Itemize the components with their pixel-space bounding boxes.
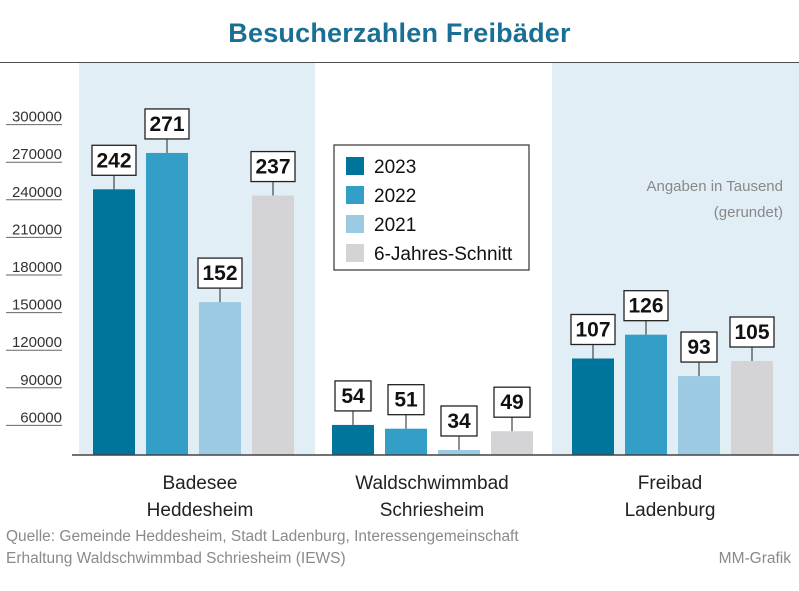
category-label: Heddesheim [147,500,254,520]
value-label-box [91,144,137,176]
y-tick-label: 210000 [12,221,62,238]
category-label: Waldschwimmbad [355,473,508,494]
value-label: 237 [255,156,290,179]
value-label-box [570,313,616,346]
legend-box [333,144,530,271]
value-label-box [334,380,372,412]
bar [332,424,374,455]
y-tick-label: 120000 [12,334,62,351]
value-label-box [680,331,718,363]
bar [572,358,614,455]
category-label: Ladenburg [625,500,716,520]
legend-label: 6-Jahres-Schnitt [374,244,513,265]
value-label-box [623,290,669,322]
category-label: Badesee [162,473,237,494]
value-label-box [197,257,243,289]
legend-label: 2021 [374,215,416,236]
value-label: 271 [149,113,184,136]
value-label-box [440,405,478,437]
bar [199,302,241,455]
legend-swatch [346,186,364,204]
value-label: 51 [394,389,418,412]
y-tick-label: 270000 [12,146,62,163]
legend-label: 2023 [374,157,416,178]
bar [146,152,188,456]
y-tick-label: 300000 [12,109,62,126]
chart-title: Besucherzahlen Freibäder [228,18,571,48]
value-label: 49 [500,391,523,414]
value-label-box [250,150,296,183]
legend-swatch [346,157,364,175]
y-tick-label: 60000 [20,409,62,426]
value-label: 242 [96,149,131,172]
value-label: 54 [341,385,365,408]
category-label: Schriesheim [380,500,485,520]
value-label-box [493,386,531,418]
y-tick-label: 90000 [20,372,62,389]
value-label: 105 [734,321,769,344]
credit: MM-Grafik [718,550,791,567]
value-label: 34 [447,410,471,433]
value-label-box [729,316,775,348]
value-label: 93 [687,336,710,359]
unit-note: Angaben in Tausend [646,178,783,195]
bar [491,431,533,455]
bar [385,428,427,455]
value-label: 107 [575,318,610,341]
legend-swatch [346,244,364,262]
bar [93,189,135,455]
y-tick-label: 180000 [12,259,62,276]
bar [252,195,294,455]
category-label: Freibad [638,473,702,494]
unit-note-sub: (gerundet) [714,204,783,221]
value-label-box [387,384,425,416]
legend-swatch [346,215,364,233]
source-line-1: Quelle: Gemeinde Heddesheim, Stadt Laden… [6,528,519,545]
y-tick-label: 240000 [12,184,62,201]
legend-label: 2022 [374,186,416,207]
source-line-2: Erhaltung Waldschwimmbad Schriesheim (IE… [6,550,346,567]
value-label: 126 [628,295,663,318]
y-tick-label: 150000 [12,297,62,314]
bar [438,449,480,455]
title-divider [0,62,799,63]
bar [678,376,720,455]
bar [625,334,667,455]
value-label: 152 [202,262,237,285]
value-label-box [144,108,190,140]
bar [731,361,773,455]
chart: 60000 90000 120000 150000 180000 210000 240000… [6,63,799,520]
